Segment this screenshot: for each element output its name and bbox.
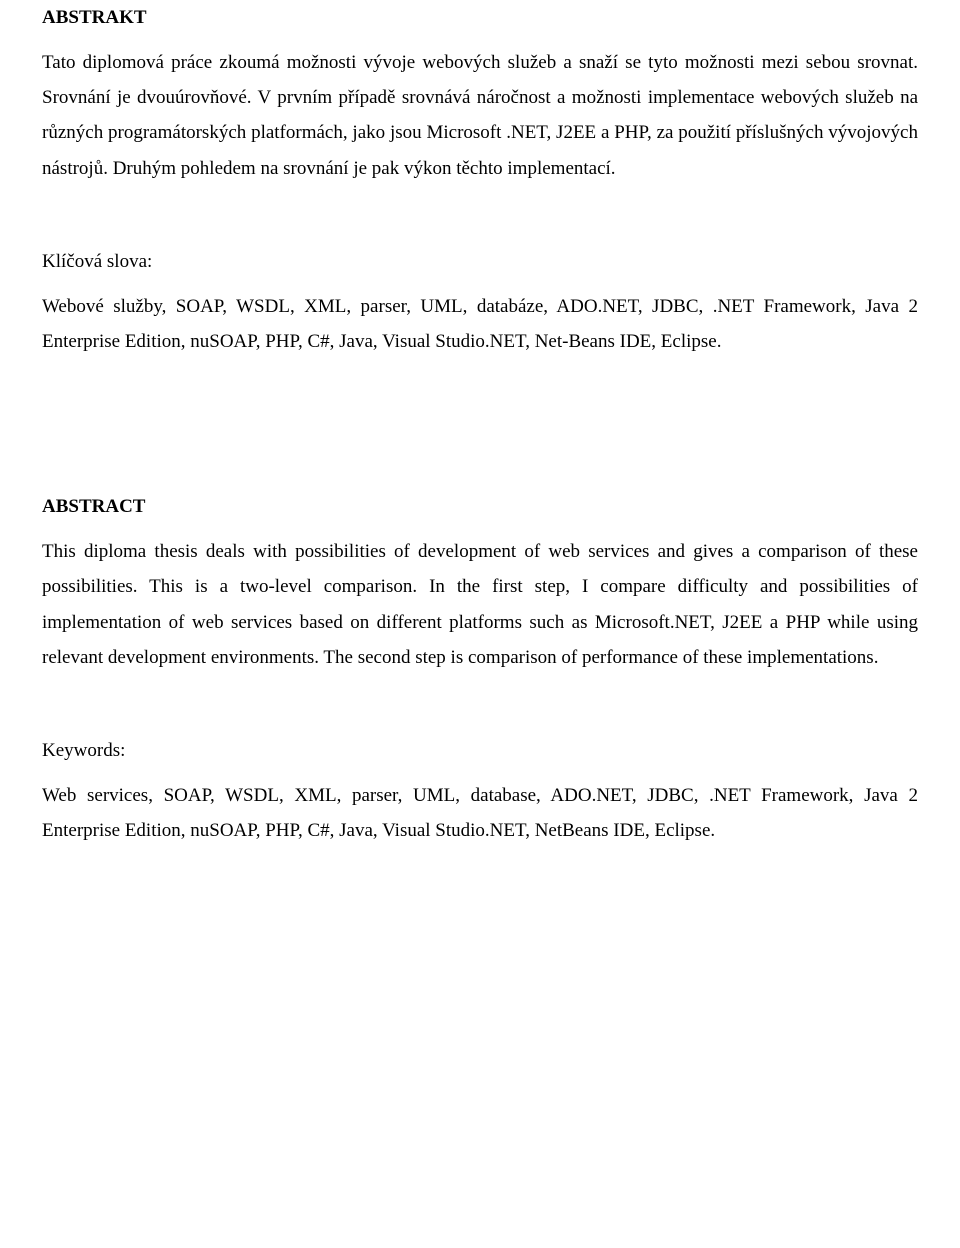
abstrakt-heading: ABSTRAKT: [42, 0, 918, 35]
klicova-heading: Klíčová slova:: [42, 244, 918, 279]
abstract-body: This diploma thesis deals with possibili…: [42, 534, 918, 675]
abstrakt-section: ABSTRAKT Tato diplomová práce zkoumá mož…: [42, 0, 918, 186]
abstract-heading: ABSTRACT: [42, 489, 918, 524]
keywords-heading: Keywords:: [42, 733, 918, 768]
klicova-section: Klíčová slova: Webové služby, SOAP, WSDL…: [42, 244, 918, 359]
abstract-section: ABSTRACT This diploma thesis deals with …: [42, 489, 918, 675]
klicova-body: Webové služby, SOAP, WSDL, XML, parser, …: [42, 289, 918, 359]
abstrakt-body: Tato diplomová práce zkoumá možnosti výv…: [42, 45, 918, 186]
keywords-body: Web services, SOAP, WSDL, XML, parser, U…: [42, 778, 918, 848]
keywords-section: Keywords: Web services, SOAP, WSDL, XML,…: [42, 733, 918, 848]
